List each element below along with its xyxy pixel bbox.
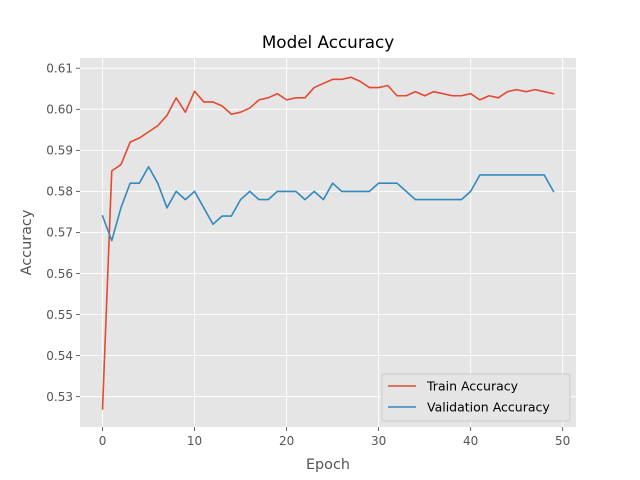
legend-label-validation: Validation Accuracy: [427, 400, 550, 415]
legend-box: [381, 373, 571, 422]
series-line-validation-accuracy: [101, 165, 555, 242]
plot-area: [80, 58, 576, 427]
legend: Train Accuracy Validation Accuracy: [381, 373, 571, 422]
y-axis-ticks: 0.53 0.54 0.55 0.56 0.57 0.58 0.59 0.60 0.61: [46, 62, 80, 404]
x-tick-label: 40: [463, 434, 478, 448]
x-tick-label: 30: [371, 434, 386, 448]
x-tick-label: 50: [555, 434, 570, 448]
x-tick-label: 20: [279, 434, 294, 448]
y-tick-label: 0.54: [46, 349, 73, 363]
chart-title: Model Accuracy: [262, 32, 394, 52]
y-tick-label: 0.55: [46, 308, 73, 322]
y-axis-label: Accuracy: [19, 209, 35, 275]
x-axis-label: Epoch: [306, 457, 350, 473]
y-tick-label: 0.58: [46, 185, 73, 199]
series-line-train-accuracy: [101, 76, 555, 410]
legend-label-train: Train Accuracy: [426, 379, 519, 394]
series-group: [101, 76, 555, 410]
grid: [80, 58, 576, 427]
y-tick-label: 0.53: [46, 390, 73, 404]
y-tick-label: 0.61: [46, 62, 73, 76]
x-tick-label: 10: [187, 434, 202, 448]
x-axis-ticks: 0 10 20 30 40 50: [99, 427, 570, 448]
x-tick-label: 0: [99, 434, 107, 448]
y-tick-label: 0.56: [46, 267, 73, 281]
y-tick-label: 0.57: [46, 226, 73, 240]
y-tick-label: 0.60: [46, 103, 73, 117]
y-tick-label: 0.59: [46, 144, 73, 158]
